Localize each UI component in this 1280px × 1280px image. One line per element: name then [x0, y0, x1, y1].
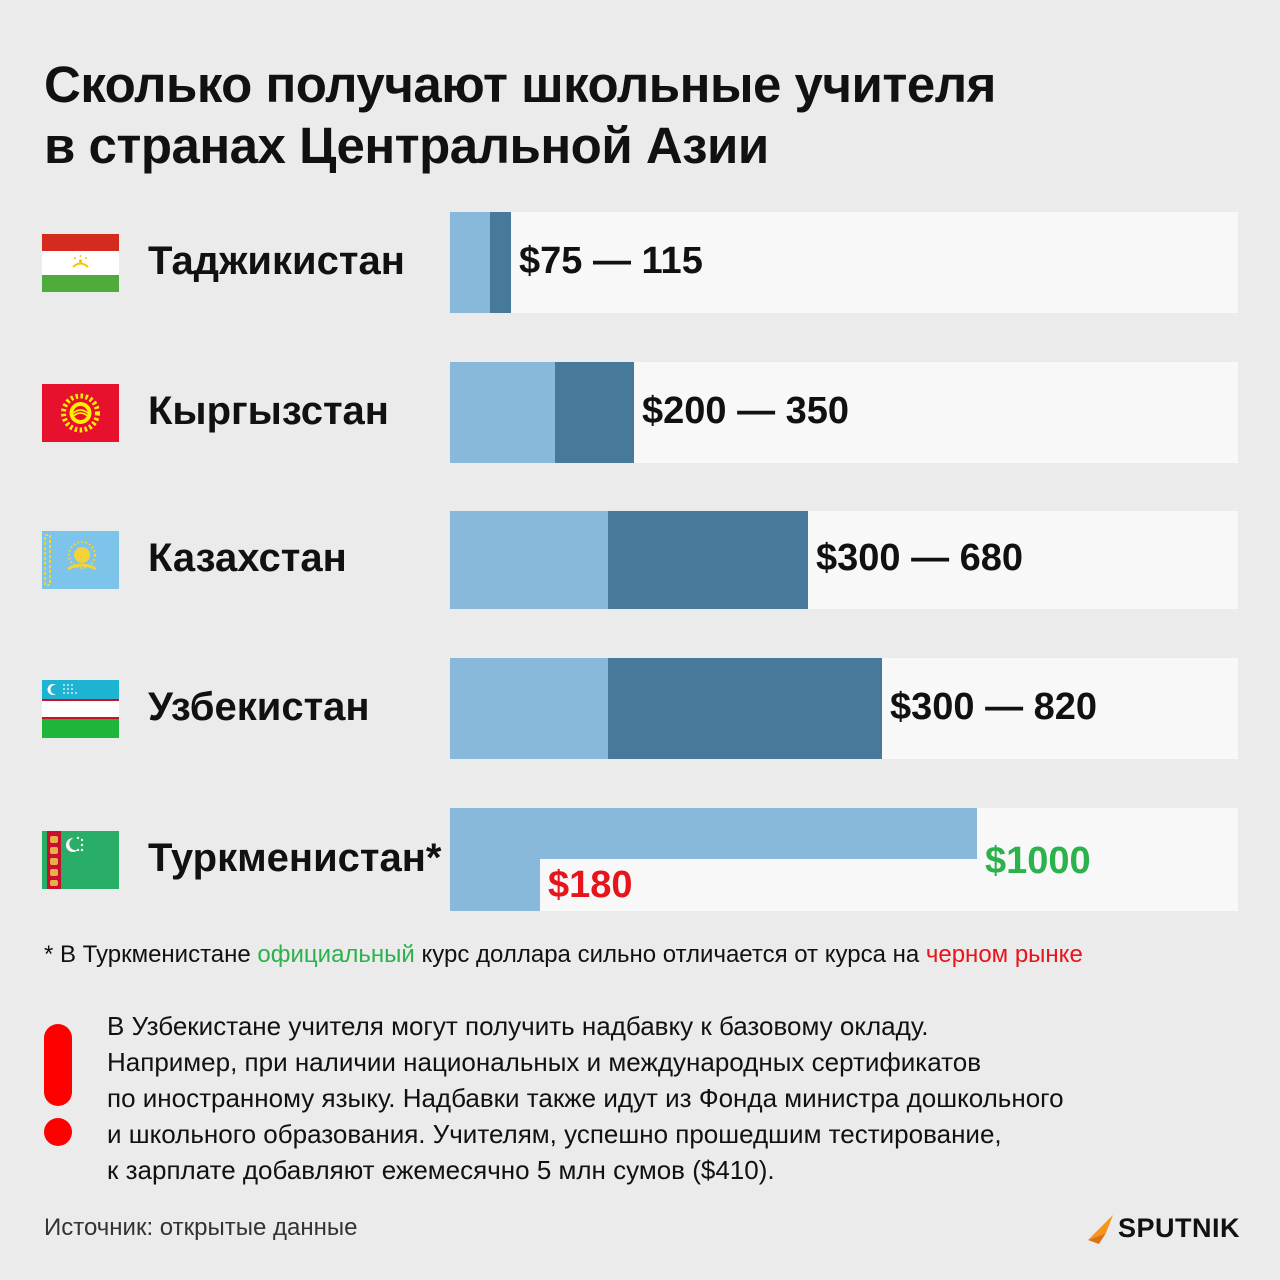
bar-range-segment	[490, 212, 511, 313]
kyrgyzstan-flag	[42, 383, 119, 442]
footnote-prefix: * В Туркменистане	[44, 941, 258, 968]
page-title: Сколько получают школьные учителя в стра…	[44, 54, 1224, 176]
note-line-2: Например, при наличии национальных и меж…	[107, 1047, 982, 1077]
uzbekistan-flag	[42, 679, 119, 738]
bar-min-segment	[450, 511, 608, 609]
logo-text: SPUTNIK	[1118, 1213, 1241, 1243]
tajikistan-flag	[42, 233, 119, 292]
bar-min-segment	[450, 658, 608, 759]
bar-min-segment	[450, 362, 555, 463]
bar-min-segment	[450, 212, 490, 313]
country-label: Таджикистан	[148, 238, 405, 283]
note-line-3: по иностранному языку. Надбавки также ид…	[107, 1083, 1064, 1113]
footnote: * В Туркменистане официальный курс долла…	[44, 940, 1244, 970]
turkmenistan-flag	[42, 830, 119, 889]
salary-chart: Таджикистан $75 — 115 Кыргызстан $200 — 350…	[42, 212, 1238, 911]
footnote-middle: курс доллара сильно отличается от курса …	[414, 941, 926, 968]
country-label: Узбекистан	[148, 684, 370, 729]
title-line-2: в странах Центральной Азии	[44, 117, 769, 174]
black-market-rate-label: $180	[548, 864, 633, 906]
country-label: Туркменистан*	[148, 835, 442, 880]
bar-range-segment	[555, 362, 634, 463]
bar-track	[450, 212, 1238, 313]
bar-track	[450, 658, 1238, 759]
title-line-1: Сколько получают школьные учителя	[44, 56, 996, 113]
source-text: Источник: открытые данные	[44, 1214, 358, 1241]
value-label: $300 — 820	[890, 685, 1098, 728]
official-rate-label: $1000	[985, 840, 1091, 882]
country-label: Казахстан	[148, 536, 347, 580]
country-label: Кыргызстан	[148, 388, 389, 433]
bar-black-market	[450, 859, 540, 911]
sputnik-logo: SPUTNIK	[1086, 1210, 1246, 1246]
bar-track	[450, 511, 1238, 609]
note-line-4: и школьного образования. Учителям, успеш…	[107, 1119, 1002, 1149]
sputnik-logo-icon	[1088, 1215, 1113, 1244]
value-label: $200 — 350	[642, 389, 850, 432]
footnote-black-market: черном рынке	[925, 941, 1083, 968]
value-label: $300 — 680	[816, 537, 1024, 579]
value-label: $75 — 115	[519, 239, 703, 282]
bar-track	[450, 362, 1238, 463]
note-line-1: В Узбекистане учителя могут получить над…	[107, 1011, 929, 1041]
note-line-5: к зарплате добавляют ежемесячно 5 млн су…	[107, 1155, 775, 1185]
uzbekistan-note: В Узбекистане учителя могут получить над…	[107, 1008, 1257, 1188]
kazakhstan-flag	[42, 531, 119, 589]
bar-track	[450, 808, 1238, 911]
exclamation-icon	[44, 1024, 72, 1146]
bar-official	[450, 808, 977, 859]
bar-range-segment	[608, 511, 808, 609]
footnote-official: официальный	[257, 941, 415, 968]
bar-range-segment	[608, 658, 882, 759]
